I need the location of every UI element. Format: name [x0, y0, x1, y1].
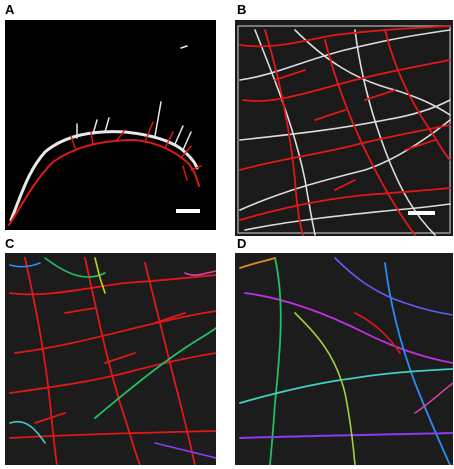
trace-blue — [384, 262, 451, 465]
neurite-white-main — [9, 130, 199, 222]
panel-label-a: A — [5, 2, 15, 17]
panel-label-d: D — [237, 236, 247, 251]
trace-blue — [9, 262, 41, 268]
panel-b-image — [235, 20, 453, 236]
panel-a-image — [5, 20, 216, 230]
trace-indigo — [334, 257, 453, 316]
trace-purple — [239, 432, 453, 439]
traces-red — [239, 25, 451, 236]
panel-d-image — [235, 253, 453, 465]
scale-bar — [408, 211, 435, 215]
panel-label-c: C — [5, 236, 15, 251]
trace-lime — [294, 312, 356, 465]
trace-red-branches — [70, 121, 202, 181]
trace-purple — [154, 442, 216, 459]
trace-red — [354, 312, 401, 354]
trace-cyan — [9, 421, 46, 444]
panel-a-drawing — [8, 45, 202, 226]
trace-pink — [414, 382, 453, 414]
trace-cyan — [239, 368, 453, 404]
roi-box — [237, 25, 451, 234]
trace-green — [94, 327, 216, 419]
trace-green — [269, 257, 282, 465]
panel-d-drawing — [239, 257, 453, 465]
scale-bar — [176, 209, 200, 213]
traces-red — [9, 257, 216, 465]
panel-c-image — [5, 253, 216, 465]
trace-red-main — [8, 139, 200, 226]
panel-label-b: B — [237, 2, 247, 17]
neurite-white-branch — [76, 45, 192, 151]
panel-c-drawing — [9, 257, 216, 465]
trace-magenta — [244, 292, 453, 364]
trace-yellow — [94, 257, 106, 294]
trace-magenta — [184, 270, 216, 276]
neurites-white — [239, 29, 451, 236]
panel-b-drawing — [237, 25, 451, 236]
trace-orange — [239, 257, 276, 269]
